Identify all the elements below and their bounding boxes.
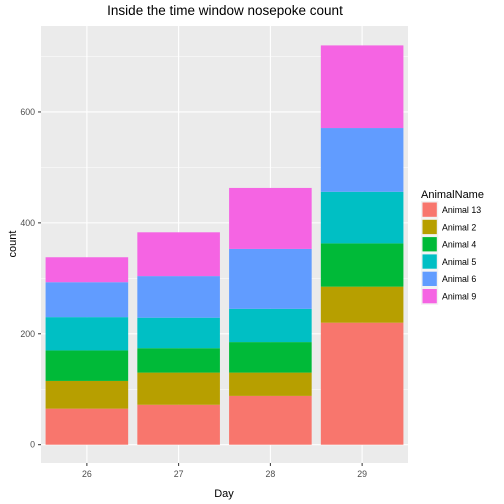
- bar-segment: [137, 372, 220, 405]
- bar-segment: [320, 45, 404, 129]
- bar-segment: [229, 248, 312, 309]
- bar-segment: [320, 322, 404, 445]
- legend-swatch: [422, 202, 437, 217]
- bar-segment: [45, 408, 129, 445]
- x-tick-label: 26: [82, 469, 92, 479]
- bar-segment: [45, 282, 129, 318]
- bar-segment: [320, 128, 404, 192]
- y-axis-ticks: 0 200 400 600: [20, 107, 41, 450]
- chart-title: Inside the time window nosepoke count: [107, 3, 343, 18]
- bar-segment: [45, 380, 129, 409]
- x-tick-label: 28: [265, 469, 275, 479]
- legend-label: Animal 4: [442, 240, 476, 250]
- bar-segment: [45, 350, 129, 381]
- x-tick-label: 27: [174, 469, 184, 479]
- bar-segment: [45, 317, 129, 351]
- bar-segment: [137, 404, 220, 445]
- legend-swatch: [422, 289, 437, 304]
- legend: AnimalName Animal 13 Animal 2 Animal 4 Anim…: [421, 189, 484, 305]
- legend-swatch: [422, 237, 437, 252]
- bar-segment: [229, 308, 312, 343]
- y-tick-label: 0: [30, 440, 35, 450]
- legend-swatch: [422, 271, 437, 286]
- legend-title: AnimalName: [421, 189, 484, 201]
- x-axis-title: Day: [214, 488, 234, 500]
- x-axis-ticks: 26 27 28 29: [82, 463, 367, 479]
- bar-segment: [229, 372, 312, 396]
- legend-label: Animal 6: [442, 274, 476, 284]
- bar-segment: [45, 257, 129, 283]
- bars: [45, 45, 404, 445]
- y-tick-label: 200: [20, 329, 35, 339]
- bar-segment: [137, 348, 220, 373]
- bar-segment: [320, 286, 404, 323]
- bar-segment: [229, 342, 312, 373]
- legend-label: Animal 5: [442, 257, 476, 267]
- bar-segment: [229, 395, 312, 445]
- x-tick-label: 29: [357, 469, 367, 479]
- legend-label: Animal 13: [442, 205, 481, 215]
- legend-label: Animal 2: [442, 222, 476, 232]
- y-tick-label: 400: [20, 218, 35, 228]
- bar-segment: [137, 232, 220, 277]
- bar-segment: [320, 243, 404, 287]
- bar-segment: [137, 317, 220, 349]
- legend-swatch: [422, 219, 437, 235]
- y-axis-title: count: [7, 231, 19, 258]
- y-tick-label: 600: [20, 107, 35, 117]
- bar-segment: [229, 187, 312, 249]
- bar-segment: [137, 276, 220, 318]
- bar-segment: [320, 191, 404, 244]
- legend-label: Animal 9: [442, 292, 476, 302]
- legend-swatch: [422, 254, 437, 269]
